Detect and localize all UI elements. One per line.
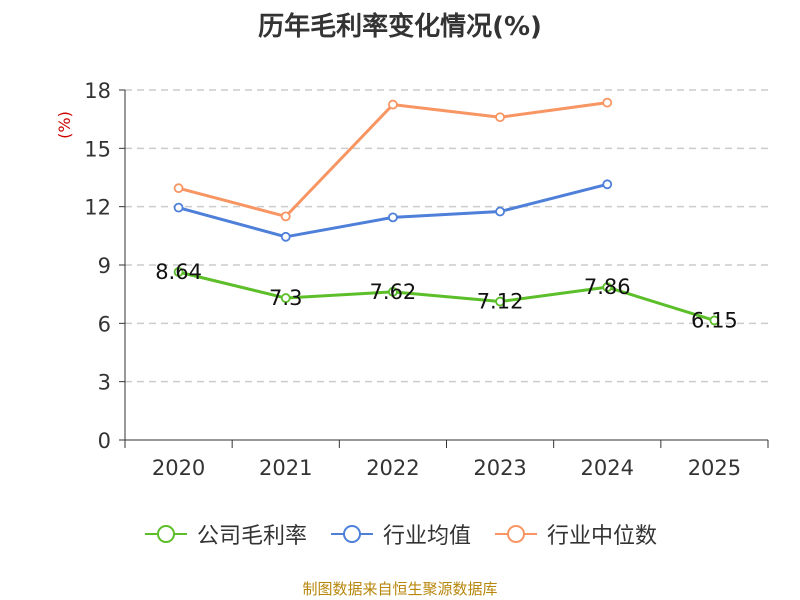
- data-label: 6.15: [691, 308, 738, 332]
- data-label: 7.62: [370, 280, 417, 304]
- data-point-0: [388, 286, 398, 297]
- legend-marker-industry-median: [495, 525, 537, 543]
- x-tick-label: 2024: [581, 456, 634, 480]
- y-tick-label: 15: [84, 137, 111, 161]
- data-point-1: [495, 206, 505, 217]
- legend-label-industry-mean: 行业均值: [382, 524, 471, 549]
- data-point-0: [173, 267, 184, 277]
- data-point-2: [602, 97, 613, 108]
- chart-title: 历年毛利率变化情况(%): [258, 12, 542, 42]
- data-point-2: [495, 112, 505, 123]
- legend-marker-industry-mean: [330, 525, 373, 543]
- x-tick-label: 2020: [152, 456, 205, 480]
- source-note: 制图数据来自恒生聚源数据库: [302, 580, 498, 598]
- x-tick-label: 2021: [259, 456, 312, 480]
- data-point-1: [280, 231, 291, 242]
- y-tick-label: 6: [98, 312, 111, 336]
- data-label: 8.64: [155, 260, 202, 284]
- legend-label-industry-median: 行业中位数: [547, 524, 658, 549]
- data-point-1: [388, 212, 398, 223]
- legend-label-company: 公司毛利率: [196, 524, 307, 549]
- legend-marker-company: [144, 525, 187, 543]
- y-tick-label: 3: [98, 371, 111, 395]
- y-tick-label: 0: [98, 429, 111, 453]
- data-point-2: [173, 183, 184, 194]
- data-point-2: [388, 99, 398, 110]
- data-label: 7.3: [269, 286, 302, 310]
- y-tick-label: 9: [98, 254, 111, 278]
- data-label: 7.12: [477, 290, 524, 314]
- data-label: 7.86: [584, 275, 631, 299]
- x-tick-label: 2023: [473, 456, 526, 480]
- y-axis-label: (%): [55, 111, 74, 139]
- data-point-2: [280, 211, 291, 222]
- legend-item-industry-median[interactable]: 行业中位数: [493, 518, 657, 550]
- legend-item-industry-mean[interactable]: 行业均值: [329, 518, 471, 550]
- data-point-1: [602, 179, 613, 190]
- series-line-1: [178, 182, 608, 239]
- legend-item-company[interactable]: 公司毛利率: [143, 518, 307, 550]
- y-tick-label: 12: [84, 196, 111, 220]
- x-tick-label: 2025: [688, 456, 741, 480]
- data-point-0: [280, 293, 291, 303]
- series-line-0: [178, 270, 715, 322]
- data-point-0: [709, 315, 720, 326]
- y-tick-label: 18: [84, 79, 111, 103]
- data-point-0: [495, 296, 505, 307]
- data-point-0: [602, 282, 613, 293]
- x-tick-label: 2022: [366, 456, 419, 480]
- data-point-1: [173, 202, 184, 213]
- legend: 公司毛利率 行业均值 行业中位数: [0, 518, 800, 550]
